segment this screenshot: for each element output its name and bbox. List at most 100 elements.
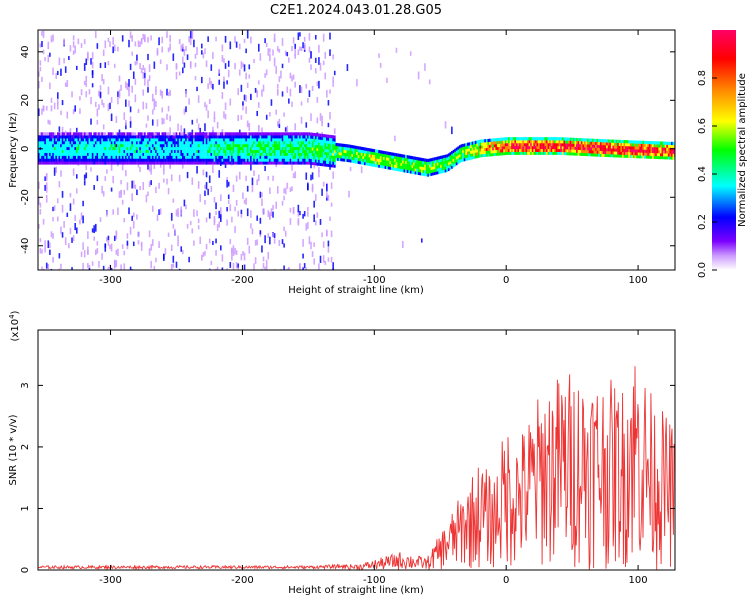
spectrogram-cell	[489, 144, 491, 148]
spectrogram-cell	[272, 141, 274, 145]
spectrogram-cell	[272, 158, 274, 162]
spectrogram-cell	[226, 161, 229, 165]
spectrogram-cell	[330, 155, 333, 159]
spectrogram-cell	[576, 149, 578, 153]
spectrogram-cell	[125, 138, 127, 142]
spectrogram-cell	[197, 146, 200, 151]
spectrogram-cell	[601, 144, 604, 149]
spectrogram-cell	[74, 143, 77, 148]
spectrogram-cell	[137, 158, 140, 162]
spectrogram-cell	[329, 32, 331, 40]
spectrogram-cell	[118, 158, 121, 162]
spectrogram-cell	[147, 149, 149, 153]
spectrogram-cell	[107, 143, 110, 148]
spectrogram-cell	[311, 150, 314, 154]
spectrogram-cell	[215, 155, 217, 159]
spectrogram-cell	[576, 143, 578, 147]
spectrogram-cell	[579, 146, 581, 151]
spectrogram-cell	[242, 102, 244, 111]
spectrogram-cell	[52, 138, 54, 142]
spectrogram-cell	[571, 140, 574, 144]
spectrogram-cell	[345, 152, 347, 156]
spectrogram-cell	[474, 143, 477, 147]
spectrogram-cell	[601, 147, 604, 152]
spectrogram-cell	[142, 135, 145, 139]
spectrogram-cell	[248, 155, 251, 159]
spectrogram-cell	[629, 149, 632, 153]
y-exponent-power: 4	[8, 314, 16, 319]
spectrogram-cell	[294, 143, 297, 148]
spectrogram-cell	[41, 40, 43, 48]
spectrogram-cell	[602, 150, 605, 155]
spectrogram-cell	[506, 140, 509, 144]
spectrogram-cell	[612, 142, 615, 146]
spectrogram-cell	[462, 146, 464, 151]
spectrogram-cell	[541, 140, 543, 144]
spectrogram-cell	[174, 141, 176, 145]
spectrogram-cell	[319, 142, 322, 146]
spectrogram-cell	[223, 146, 225, 151]
spectrogram-cell	[58, 146, 61, 151]
spectrogram-cell	[163, 132, 165, 136]
spectrogram-cell	[444, 121, 447, 129]
spectrogram-cell	[118, 141, 121, 145]
spectrogram-cell	[163, 118, 165, 124]
spectrogram-cell	[501, 146, 504, 150]
spectrogram-cell	[373, 149, 376, 153]
spectrogram-cell	[321, 160, 323, 164]
spectrogram-cell	[177, 138, 179, 142]
spectrogram-cell	[490, 150, 493, 154]
spectrogram-cell	[107, 240, 110, 246]
spectrogram-cell	[205, 155, 208, 159]
spectrogram-cell	[191, 132, 194, 136]
spectrogram-cell	[80, 251, 83, 257]
spectrogram-cell	[151, 205, 154, 212]
spectrogram-cell	[269, 149, 271, 153]
spectrogram-cell	[392, 158, 395, 162]
spectrogram-cell	[318, 162, 320, 166]
spectrogram-cell	[460, 150, 463, 154]
spectrogram-cell	[566, 137, 569, 141]
spectrogram-cell	[150, 180, 152, 186]
spectrogram-cell	[330, 146, 333, 150]
spectrogram-cell	[226, 180, 228, 188]
spectrogram-cell	[493, 147, 496, 151]
spectrogram-cell	[283, 195, 285, 201]
spectrogram-cell	[243, 161, 246, 165]
spectrogram-cell	[645, 140, 648, 145]
spectrogram-cell	[640, 140, 643, 144]
spectrogram-cell	[642, 152, 645, 156]
spectrogram-cell	[207, 188, 209, 196]
spectrogram-cell	[257, 80, 260, 85]
spectrogram-cell	[140, 132, 143, 136]
spectrogram-cell	[63, 57, 65, 64]
spectrogram-cell	[71, 138, 73, 142]
spectrogram-cell	[213, 215, 216, 223]
spectrogram-cell	[671, 150, 673, 154]
spectrogram-cell	[193, 138, 195, 142]
spectrogram-cell	[362, 150, 365, 154]
spectrogram-cell	[80, 161, 83, 165]
spectrogram-cell	[227, 141, 230, 145]
spectrogram-cell	[121, 149, 124, 153]
spectrogram-cell	[155, 141, 157, 145]
spectrogram-cell	[413, 156, 415, 160]
spectrogram-cell	[539, 140, 542, 144]
spectrogram-cell	[493, 141, 496, 145]
spectrogram-cell	[373, 163, 376, 167]
spectrogram-cell	[511, 142, 513, 147]
spectrogram-cell	[164, 141, 167, 145]
spectrogram-cell	[169, 152, 172, 156]
spectrogram-cell	[305, 143, 308, 148]
spectrogram-cell	[294, 81, 296, 88]
spectrogram-cell	[113, 161, 116, 165]
spectrogram-cell	[267, 146, 270, 151]
spectrogram-cell	[322, 145, 325, 149]
spectrogram-cell	[269, 152, 271, 156]
spectrogram-cell	[343, 146, 346, 150]
spectrogram-cell	[294, 43, 296, 49]
spectrogram-cell	[155, 132, 157, 136]
spectrogram-cell	[357, 154, 360, 159]
spectrogram-cell	[430, 169, 433, 173]
spectrogram-cell	[349, 153, 352, 157]
